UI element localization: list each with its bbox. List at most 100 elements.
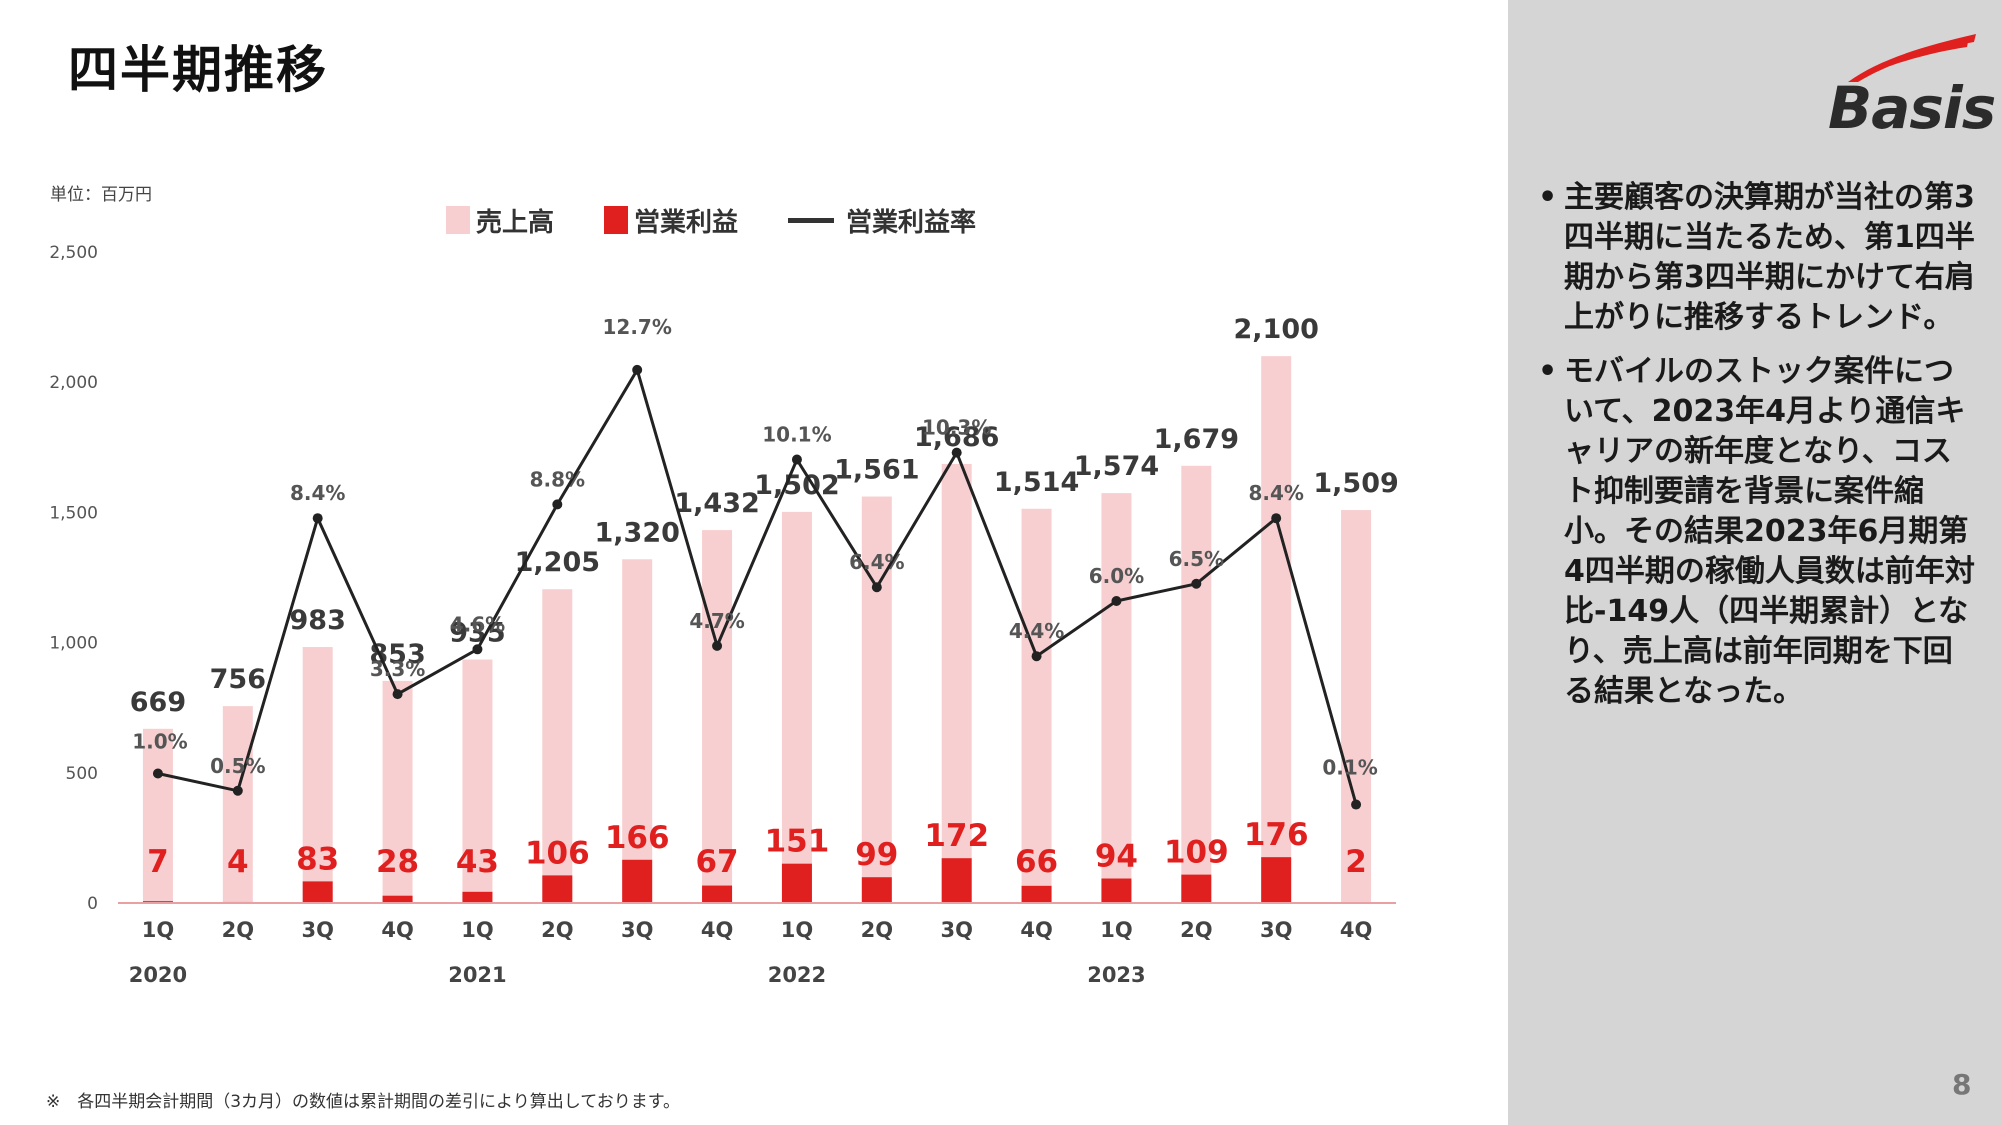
operating-profit-bar — [542, 875, 573, 903]
bullet-marker: • — [1538, 180, 1558, 215]
operating-profit-bar — [861, 877, 892, 903]
sales-value-label: 2,100 — [1233, 314, 1318, 345]
operating-profit-bar — [382, 895, 413, 903]
operating-margin-point — [712, 640, 723, 651]
operating-margin-point — [1111, 596, 1122, 606]
sales-value-label: 983 — [290, 605, 346, 636]
legend-label-sales: 売上高 — [476, 207, 555, 238]
x-category-label: 3Q — [940, 918, 972, 942]
x-category-label: 1Q — [461, 918, 493, 942]
operating-margin-label: 0.1% — [1322, 756, 1377, 780]
operating-profit-bar — [1021, 885, 1052, 903]
legend-swatch-operating-profit — [604, 206, 629, 234]
operating-margin-label: 10.3% — [922, 416, 991, 440]
operating-margin-label: 8.8% — [530, 467, 585, 491]
operating-margin-point — [232, 785, 243, 796]
operating-profit-bar — [781, 863, 812, 903]
sales-bar — [382, 680, 413, 903]
legend-swatch-sales — [446, 206, 470, 234]
operating-margin-label: 12.7% — [602, 315, 671, 339]
bullet-text: 主要顧客の決算期が当社の第3四半期に当たるため、第1四半期から第3四半期にかけて… — [1564, 180, 1975, 335]
operating-margin-label: 8.4% — [290, 481, 345, 505]
legend-label-operating-profit: 営業利益 — [634, 207, 739, 238]
sales-bar — [542, 589, 573, 903]
legend-item-operating-margin: 営業利益率 — [788, 202, 976, 239]
sales-bar — [1021, 508, 1052, 903]
operating-margin-point — [1031, 651, 1042, 662]
operating-margin-label: 4.6% — [450, 612, 505, 636]
y-tick-label: 2,000 — [49, 373, 98, 393]
x-category-label: 2Q — [541, 918, 573, 942]
x-category-label: 3Q — [301, 918, 333, 942]
operating-margin-point — [1271, 513, 1282, 524]
operating-margin-point — [152, 768, 163, 779]
y-tick-label: 1,000 — [49, 634, 98, 654]
basis-logo-text: Basis — [1828, 74, 1996, 142]
x-category-label: 3Q — [621, 918, 653, 942]
operating-profit-bar — [1261, 857, 1292, 903]
x-category-label: 4Q — [381, 918, 413, 942]
operating-profit-bar — [1181, 874, 1212, 903]
page-title: 四半期推移 — [68, 41, 328, 99]
operating-profit-value-label: 66 — [1015, 844, 1058, 880]
sales-value-label: 1,514 — [994, 467, 1079, 498]
operating-profit-value-label: 67 — [695, 844, 738, 880]
operating-margin-label: 4.4% — [1009, 619, 1064, 643]
x-category-label: 4Q — [701, 918, 733, 942]
operating-margin-label: 0.5% — [210, 754, 265, 778]
sales-value-label: 1,502 — [754, 470, 839, 501]
sales-value-label: 935 — [449, 618, 505, 649]
bullet-text: モバイルのストック案件について、2023年4月より通信キャリアの新年度となり、コ… — [1564, 354, 1975, 709]
y-tick-label: 2,500 — [49, 243, 98, 263]
y-tick-label: 500 — [66, 764, 98, 784]
operating-margin-point — [1351, 799, 1362, 810]
sales-value-label: 1,561 — [834, 455, 919, 486]
sales-bar — [302, 647, 333, 903]
operating-margin-label: 3.3% — [370, 657, 425, 681]
chart-legend: 売上高 営業利益 営業利益率 — [446, 200, 976, 240]
sales-bar — [781, 511, 812, 903]
operating-margin-label: 6.5% — [1169, 547, 1224, 571]
operating-margin-point — [951, 447, 962, 458]
operating-profit-value-label: 43 — [456, 844, 499, 880]
operating-margin-point — [791, 454, 802, 465]
legend-item-sales: 売上高 — [446, 202, 554, 239]
operating-profit-value-label: 83 — [296, 841, 339, 877]
operating-margin-point — [871, 582, 882, 593]
operating-margin-label: 8.4% — [1248, 481, 1303, 505]
sales-bar — [1101, 493, 1132, 903]
x-category-label: 2Q — [1180, 918, 1212, 942]
operating-margin-label: 6.0% — [1089, 564, 1144, 588]
operating-profit-bar — [941, 858, 972, 903]
bullet-item: • モバイルのストック案件について、2023年4月より通信キャリアの新年度となり… — [1538, 352, 1978, 712]
operating-profit-bar — [1101, 878, 1132, 903]
y-tick-label: 0 — [87, 894, 98, 914]
summary-bullets: • 主要顧客の決算期が当社の第3四半期に当たるため、第1四半期から第3四半期にか… — [1538, 178, 1978, 726]
sales-value-label: 1,509 — [1313, 468, 1398, 499]
operating-margin-line — [157, 366, 1358, 805]
x-category-label: 1Q — [142, 918, 174, 942]
legend-item-operating-profit: 営業利益 — [604, 202, 738, 239]
page-number: 8 — [1952, 1068, 1972, 1101]
right-panel — [1508, 0, 2001, 1125]
x-category-label: 1Q — [781, 918, 813, 942]
operating-profit-value-label: 151 — [765, 824, 830, 860]
operating-profit-bar — [462, 891, 493, 903]
basis-logo-swoosh — [1848, 34, 1976, 82]
sales-bar — [1261, 356, 1292, 903]
operating-profit-bar — [702, 885, 733, 903]
sales-bar — [1181, 465, 1212, 903]
operating-margin-label: 4.7% — [689, 609, 744, 633]
bullet-item: • 主要顧客の決算期が当社の第3四半期に当たるため、第1四半期から第3四半期にか… — [1538, 178, 1978, 338]
operating-margin-point — [632, 364, 643, 375]
sales-value-label: 756 — [210, 664, 266, 695]
x-year-label: 2023 — [1087, 963, 1145, 987]
operating-profit-value-label: 166 — [605, 820, 670, 856]
sales-value-label: 669 — [130, 687, 186, 718]
operating-profit-value-label: 172 — [924, 818, 989, 854]
operating-margin-label: 1.0% — [132, 730, 187, 754]
operating-margin-label: 6.4% — [849, 550, 904, 574]
unit-label: 単位：百万円 — [50, 185, 152, 205]
operating-profit-value-label: 106 — [525, 835, 590, 871]
quarterly-chart: 0 500 1,000 1,500 2,000 2,500 1Q 2Q 3Q 4Q 1Q 2Q 3Q 4Q… — [49, 243, 1398, 987]
